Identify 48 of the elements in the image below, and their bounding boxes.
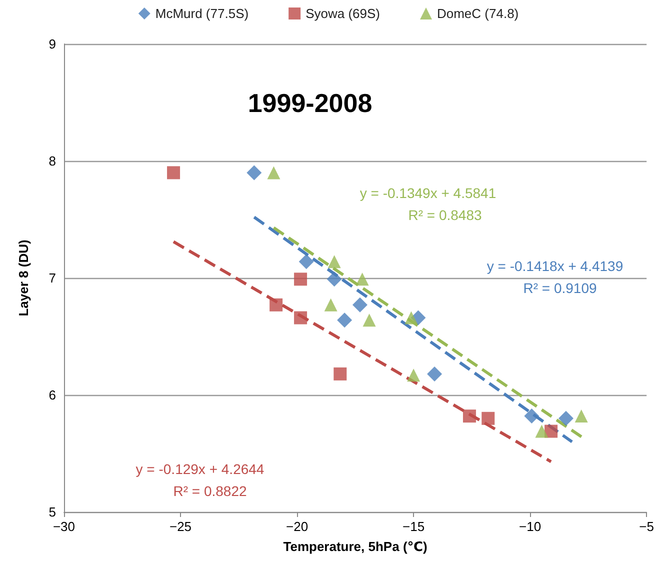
annotation: R² = 0.9109 (523, 280, 597, 296)
point (558, 410, 574, 426)
y-tick-label: 8 (48, 154, 56, 168)
x-tick-label: −20 (286, 519, 308, 534)
point (535, 424, 548, 438)
point (324, 298, 338, 312)
point (298, 254, 314, 270)
point (544, 424, 558, 438)
point (294, 311, 308, 324)
point (352, 297, 368, 312)
x-tick-label: −15 (402, 519, 425, 534)
annotation: y = -0.1418x + 4.4139 (486, 258, 624, 274)
text: 1999-2008 (248, 88, 372, 118)
y-tick-label: 7 (48, 270, 56, 286)
point (270, 298, 283, 312)
legend-label: McMurd (77.5S) (155, 6, 249, 21)
annotation: R² = 0.8822 (173, 483, 247, 499)
point (328, 255, 341, 268)
x-tick-label: −30 (52, 519, 76, 534)
point (404, 311, 418, 324)
point (356, 272, 369, 286)
x-tick-label: −5 (639, 519, 654, 534)
legend-label: DomeC (74.8) (436, 6, 519, 21)
point (574, 410, 588, 423)
annotation: R² = 0.8483 (408, 207, 482, 223)
annotation: y = -0.129x + 4.2644 (136, 461, 264, 477)
point (407, 368, 420, 382)
x-tick-label: −25 (169, 519, 192, 534)
point (334, 367, 347, 380)
point (362, 314, 376, 327)
y-tick-label: 6 (48, 388, 56, 402)
point (167, 166, 180, 180)
annotation: y = -0.1349x + 4.5841 (360, 185, 496, 201)
y-tick-label: 9 (48, 36, 56, 52)
point (427, 366, 442, 382)
point (267, 166, 280, 180)
point (326, 272, 342, 287)
legend-label: Syowa (69S) (306, 6, 380, 21)
point (524, 408, 540, 424)
x-tick-label: −10 (519, 519, 542, 534)
y-tick-label: 5 (48, 504, 56, 520)
x-axis-title: Temperature, 5hPa (℃) (283, 539, 428, 554)
point (294, 272, 308, 286)
point (482, 412, 495, 425)
y-axis-title: Layer 8 (DU) (16, 240, 31, 316)
point (462, 410, 476, 423)
point (337, 312, 352, 328)
point (246, 165, 262, 180)
